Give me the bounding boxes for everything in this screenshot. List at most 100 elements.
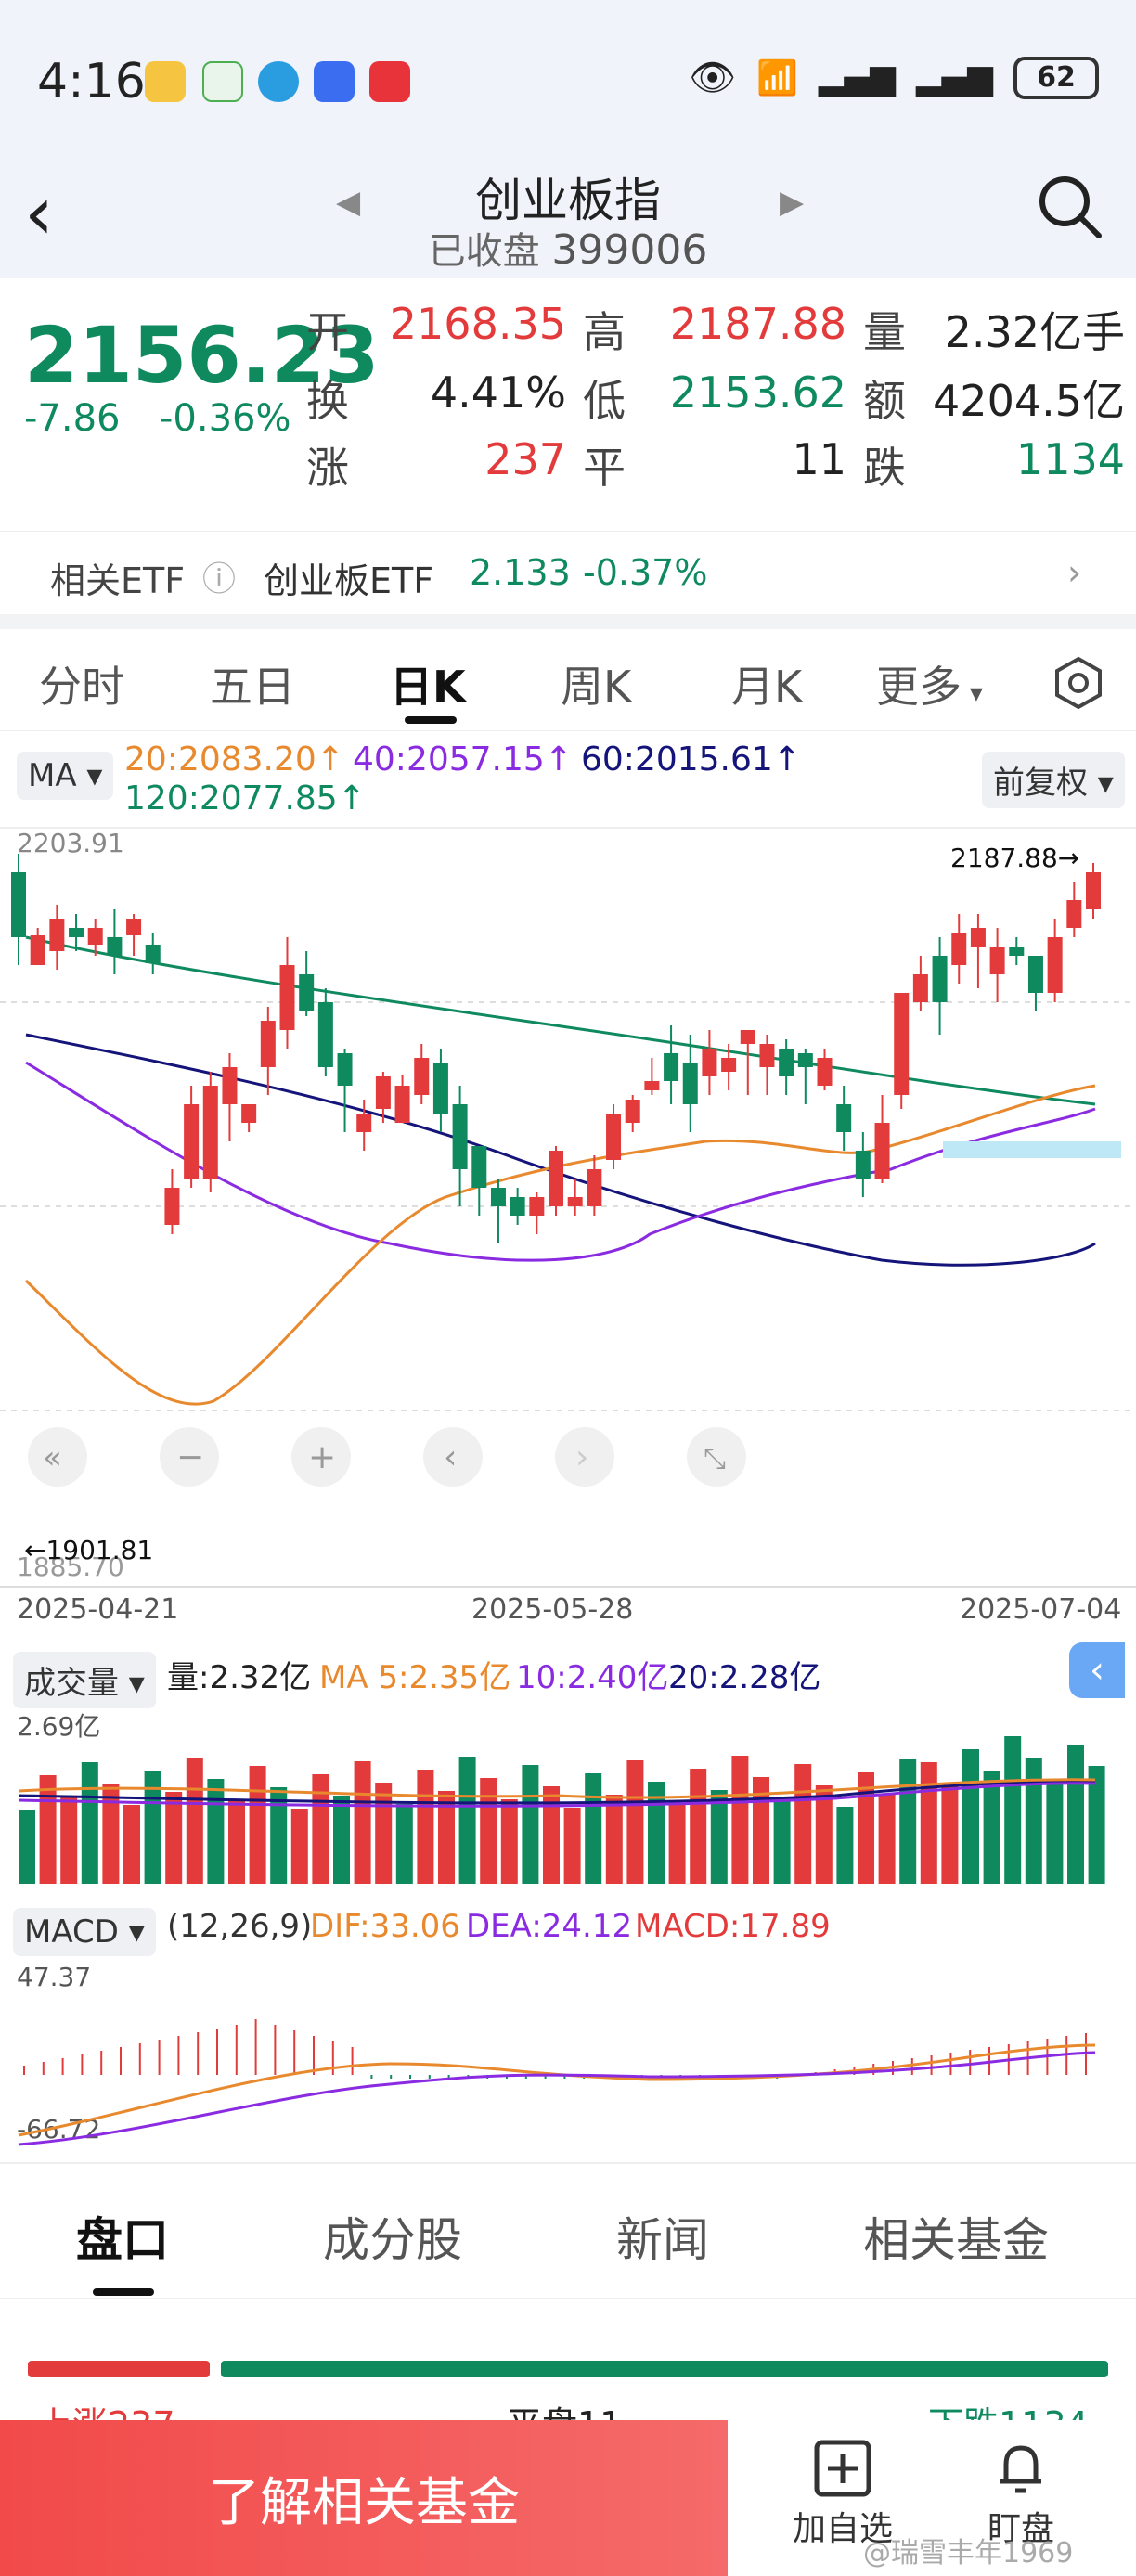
ma120-value: 120:2077.85↑ [124,779,366,818]
wifi-icon: 📶 [756,58,798,97]
kline-chart[interactable]: 2203.91 1885.70 2187.88→ ←1901.81 2025-0… [0,826,1136,1633]
battery-icon: 62 [1013,56,1099,99]
collapse-panel-button[interactable]: ‹ [1069,1642,1125,1698]
zoom-in-button[interactable]: + [291,1427,351,1487]
candle-body [69,928,84,937]
tab-daily-k[interactable]: 日K [390,662,466,712]
ma-selector[interactable]: MA ▾ [17,752,114,800]
candle-body [202,1086,218,1179]
search-icon[interactable] [1036,173,1103,239]
app-icon [202,61,243,102]
candle-body [299,974,315,1011]
candle-body [184,1104,200,1179]
volume-bar [375,1783,393,1884]
candle-body [855,1151,871,1179]
tab-intraday[interactable]: 分时 [39,662,124,712]
volume-bar [249,1766,266,1884]
volume-bar [102,1784,120,1884]
ma60-line [25,1033,1096,1267]
candle-body [164,1188,180,1225]
index-subtitle: 已收盘 399006 [0,221,1136,275]
candle-body [759,1044,775,1067]
date-label-end: 2025-07-04 [960,1593,1121,1626]
back-icon[interactable]: ‹ [24,170,54,256]
ma20-line [24,1084,1096,1406]
candle-body [107,937,123,956]
macd-dif: DIF:33.06 [310,1908,460,1945]
candle-body [625,1100,640,1123]
divider [0,614,1136,629]
scroll-right-button[interactable]: › [555,1427,614,1487]
candle-body [145,945,161,963]
etf-price: 2.133 [470,552,571,593]
macd-params: (12,26,9) [167,1908,313,1945]
tab-monthly-k[interactable]: 月K [731,662,803,712]
volume-bar [228,1800,245,1884]
watch-button[interactable]: 盯盘 [965,2439,1077,2550]
add-watchlist-button[interactable]: 加自选 [787,2439,898,2550]
candle-body [912,974,928,1002]
volume-bar [731,1756,749,1884]
volume-bars [19,1736,1105,1884]
candle-body [606,1114,622,1160]
settings-icon[interactable] [1051,655,1106,711]
volume-chart: 2.69亿 [17,1711,1105,1884]
signal-icon: ▂▄▆ [915,58,993,97]
volume-ma5-line [18,1778,1096,1799]
candle-body [874,1123,890,1179]
next-index-icon[interactable]: ▶ [780,184,805,221]
candle-body [836,1104,852,1132]
volume-bar [333,1796,350,1884]
candle-body [1027,956,1043,993]
add-watchlist-label: 加自选 [792,2510,893,2548]
volume-selector[interactable]: 成交量 ▾ [13,1652,156,1708]
macd-selector[interactable]: MACD ▾ [13,1908,156,1956]
volume-bar [690,1769,707,1884]
quote-label: 平 [583,443,626,493]
rewind-button[interactable]: « [28,1427,87,1487]
volume-selector-label: 成交量 [24,1665,119,1702]
candle-body [682,1063,698,1104]
tab-related-funds[interactable]: 相关基金 [863,2213,1049,2267]
tab-more[interactable]: 更多 ▾ [876,653,983,715]
app-icon [314,61,355,102]
candle-body [702,1049,717,1076]
candle-body [356,1114,372,1132]
scroll-left-button[interactable]: ‹ [423,1427,483,1487]
tab-constituents[interactable]: 成分股 [323,2213,462,2267]
volume-bar [585,1773,602,1884]
candle-body [414,1058,430,1095]
macd-bars [23,2019,1087,2079]
prev-index-icon[interactable]: ◀ [336,184,361,221]
candle-body [241,1104,257,1123]
candle-body [30,935,45,965]
volume-bar [941,1784,959,1884]
date-label-mid: 2025-05-28 [471,1593,633,1626]
candle-body [394,1086,410,1123]
tab-weekly-k[interactable]: 周K [561,662,632,712]
candle-body [779,1049,794,1076]
volume-bar [207,1779,225,1884]
quote-label: 跌 [863,443,906,493]
candle-body [1009,947,1025,956]
quote-value: 2187.88 [669,299,846,349]
related-funds-button[interactable]: 了解相关基金 [0,2420,728,2576]
tab-5day[interactable]: 五日 [210,662,295,712]
volume-bar [962,1749,979,1884]
candle-body [644,1081,660,1090]
volume-bar [605,1795,623,1884]
chevron-left-icon: ‹ [444,1438,457,1476]
candle-body [260,1021,276,1067]
candle-body [989,947,1005,974]
adjust-selector[interactable]: 前复权 ▾ [982,752,1125,808]
ma20-value: 20:2083.20↑ [124,741,344,779]
period-tabs: 分时 五日 日K 周K 月K 更多 ▾ [0,629,1136,731]
fullscreen-button[interactable]: ⤡ [687,1427,746,1487]
info-icon[interactable]: ⓘ [202,560,237,599]
tab-news[interactable]: 新闻 [616,2213,709,2267]
volume-bar [60,1797,78,1884]
tab-order-book[interactable]: 盘口 [76,2213,169,2267]
zoom-out-button[interactable]: − [160,1427,219,1487]
related-etf-row[interactable]: 相关ETF ⓘ 创业板ETF 2.133 -0.37% › [0,531,1136,614]
quote-label: 高 [583,307,626,357]
